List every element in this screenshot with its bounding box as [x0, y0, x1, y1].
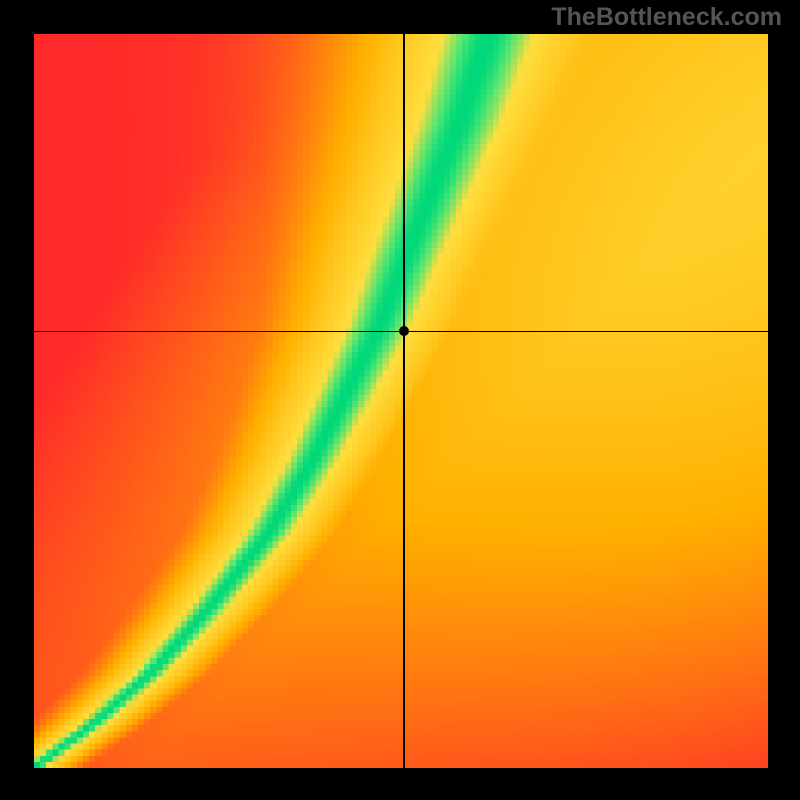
watermark-text: TheBottleneck.com [551, 3, 782, 32]
crosshair-vertical [403, 34, 404, 768]
bottleneck-heatmap [34, 34, 768, 768]
